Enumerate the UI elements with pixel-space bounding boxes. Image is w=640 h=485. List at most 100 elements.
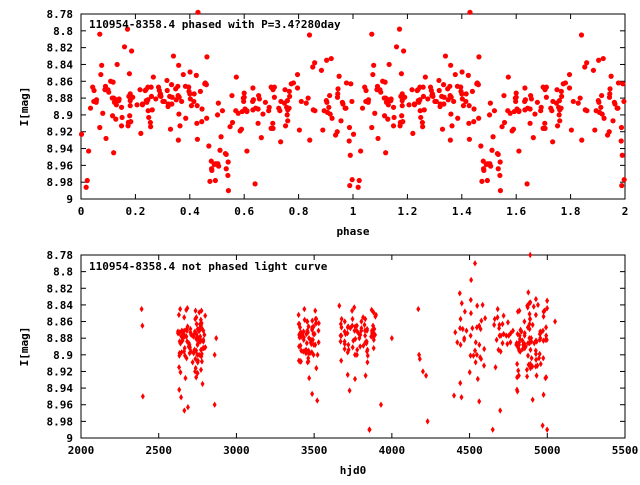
data-point [118,104,125,110]
data-point [364,327,369,334]
data-point [532,339,537,347]
data-point [121,44,128,50]
data-point [497,172,503,179]
data-point [194,136,201,142]
data-point [339,324,344,331]
data-point [375,135,381,142]
data-point [479,355,484,363]
data-point [204,115,210,121]
data-point [223,166,229,172]
data-point [399,113,405,119]
data-point [182,314,187,321]
data-point [214,334,219,342]
data-point [409,87,415,93]
data-point [347,387,352,394]
data-point [250,98,256,105]
data-point [422,74,428,80]
data-point [416,305,421,313]
data-point [229,92,235,99]
data-point [233,74,239,80]
data-point [516,342,521,349]
y-tick-label: 9 [66,193,73,206]
data-point [593,108,599,114]
data-point [287,93,293,100]
data-point [278,98,284,105]
data-point [526,289,531,296]
data-point [303,100,309,106]
data-point [452,71,458,78]
y-tick-label: 8.78 [47,249,74,262]
data-point [477,398,482,405]
data-point [528,364,533,372]
data-point [501,312,506,319]
data-point [524,366,529,373]
data-point [590,67,597,73]
data-point [615,80,622,86]
x-tick-label: 4500 [456,444,483,457]
data-point [543,374,548,382]
data-point [522,318,527,325]
data-point [149,107,155,113]
data-point [578,32,585,38]
data-point [475,375,480,383]
data-point [500,339,505,347]
data-point [390,104,397,110]
data-point [164,87,170,94]
data-point [195,369,200,377]
data-point [194,314,199,321]
data-point [255,120,261,126]
data-point [421,107,427,113]
data-point [606,94,613,100]
data-point [522,332,527,339]
data-point [420,368,425,375]
data-point [336,73,342,79]
data-point [556,112,562,118]
data-point [361,314,366,321]
data-point [541,337,546,344]
data-point [316,339,321,346]
data-point [527,120,533,126]
data-point [316,327,321,334]
data-points [139,251,558,433]
data-point [584,60,590,66]
data-point [369,306,374,314]
data-point [207,178,213,184]
data-point [430,93,436,100]
data-point [350,322,355,329]
data-point [193,72,199,78]
data-point [535,362,540,369]
data-point [501,92,507,99]
data-point [611,99,617,105]
data-point [358,148,364,154]
data-point [458,325,463,332]
data-point [477,341,482,349]
data-point [432,98,438,105]
data-point [513,94,519,100]
data-point [620,81,626,87]
data-point [525,105,531,111]
data-point [522,344,527,352]
data-point [310,325,315,333]
data-point [326,104,332,110]
data-point [140,393,145,400]
data-point [199,350,204,358]
data-point [476,54,482,60]
data-point [225,159,231,165]
data-point [206,143,212,149]
data-point [354,327,359,334]
data-point [486,112,493,118]
data-point [153,96,159,102]
data-point [480,301,485,309]
data-point [310,64,316,70]
data-point [419,119,425,126]
data-point [198,316,203,324]
data-point [490,134,496,140]
data-point [296,127,303,133]
data-point [369,31,375,37]
data-point [440,82,447,88]
x-tick-label: 0.2 [125,205,145,218]
data-point [497,332,502,339]
data-point [554,123,561,129]
data-point [201,327,206,334]
data-point [460,103,467,109]
